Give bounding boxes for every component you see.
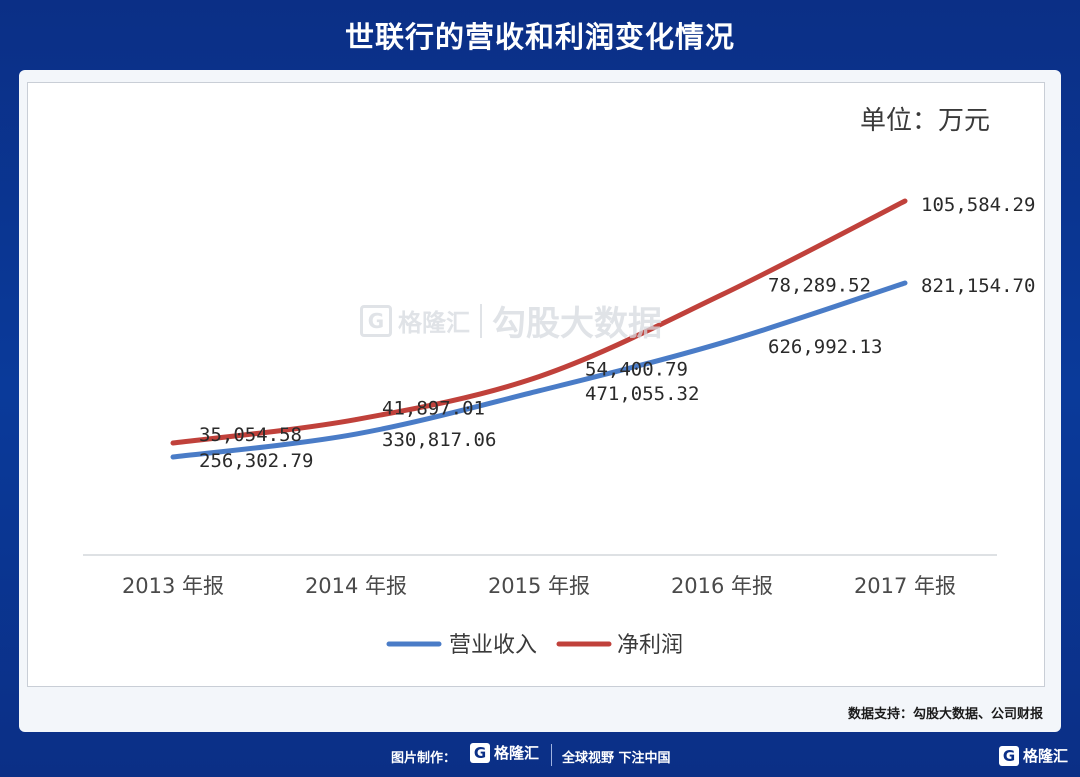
- corner-brand: G 格隆汇: [998, 745, 1068, 766]
- data-label-profit: 35,054.58: [199, 424, 302, 446]
- corner-brand-name: 格隆汇: [1022, 747, 1068, 765]
- x-tick-label: 2016 年报: [671, 574, 773, 598]
- data-label-revenue: 256,302.79: [199, 450, 313, 472]
- watermark-divider: [480, 303, 482, 338]
- footer-slogan: 全球视野 下注中国: [562, 751, 671, 766]
- watermark-brand: 格隆汇: [398, 309, 470, 337]
- source-note: 数据支持：勾股大数据、公司财报: [847, 707, 1043, 722]
- plot-frame: [27, 82, 1045, 687]
- x-tick-label: 2014 年报: [305, 574, 407, 598]
- series-line-profit: [170, 198, 908, 446]
- data-label-revenue: 626,992.13: [768, 336, 882, 358]
- watermark: G 格隆汇 勾股大数据: [360, 296, 662, 345]
- data-label-revenue: 471,055.32: [585, 383, 699, 405]
- legend-label-revenue: 营业收入: [449, 633, 537, 658]
- data-label-revenue: 821,154.70: [921, 275, 1035, 297]
- data-label-profit: 54,400.79: [585, 359, 688, 381]
- legend-label-profit: 净利润: [617, 633, 683, 658]
- data-label-profit: 41,897.01: [382, 398, 485, 420]
- chart-card: 单位：万元 2013 年报 2014 年报 2015 年报 2016 年报 2017 年…: [19, 70, 1061, 732]
- x-tick-label: 2013 年报: [122, 574, 224, 598]
- unit-label: 单位：万元: [860, 106, 990, 136]
- credit-label: 图片制作：: [391, 751, 457, 766]
- x-tick-label: 2015 年报: [488, 574, 590, 598]
- data-label-profit: 78,289.52: [768, 275, 871, 297]
- data-label-profit: 105,584.29: [921, 194, 1035, 216]
- data-label-revenue: 330,817.06: [382, 429, 496, 451]
- page-title: 世联行的营收和利润变化情况: [344, 20, 735, 54]
- footer: 图片制作： G 格隆汇 全球视野 下注中国: [0, 740, 1080, 770]
- watermark-logo-icon: G: [360, 304, 392, 337]
- watermark-text: 勾股大数据: [492, 304, 662, 344]
- footer-divider: [551, 744, 552, 766]
- line-chart: 单位：万元 2013 年报 2014 年报 2015 年报 2016 年报 2017 年…: [83, 106, 1035, 658]
- corner-logo-icon: G: [998, 745, 1019, 766]
- series-line-revenue: [170, 280, 908, 460]
- footer-brand-name: 格隆汇: [494, 744, 540, 762]
- brand-logo-icon: G: [470, 742, 490, 763]
- footer-brand: G 格隆汇: [470, 742, 539, 763]
- x-tick-label: 2017 年报: [854, 574, 956, 598]
